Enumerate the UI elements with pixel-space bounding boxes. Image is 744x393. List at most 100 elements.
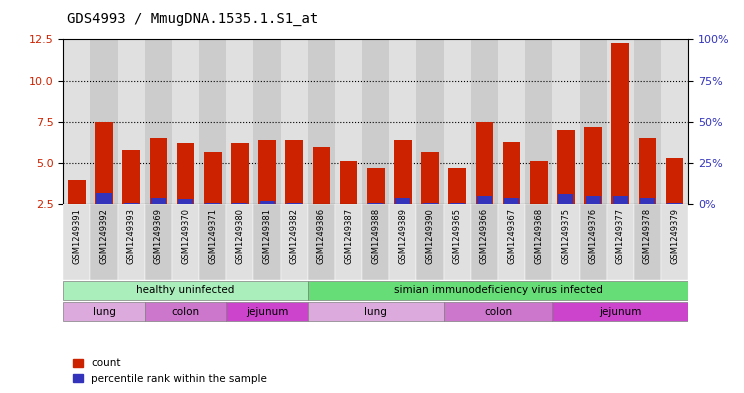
- Text: GSM1249371: GSM1249371: [208, 208, 217, 264]
- Bar: [151, 198, 166, 204]
- Bar: [95, 122, 113, 204]
- Text: GSM1249367: GSM1249367: [507, 208, 516, 264]
- Text: GSM1249386: GSM1249386: [317, 208, 326, 264]
- Bar: [417, 204, 443, 280]
- Bar: [666, 158, 684, 204]
- Bar: [258, 140, 276, 204]
- Text: GSM1249377: GSM1249377: [616, 208, 625, 264]
- Bar: [232, 203, 247, 204]
- Bar: [552, 204, 580, 280]
- Text: jejunum: jejunum: [246, 307, 288, 317]
- Bar: [172, 204, 199, 280]
- Bar: [471, 39, 498, 204]
- Bar: [395, 198, 411, 204]
- Bar: [199, 39, 226, 204]
- Text: healthy uninfected: healthy uninfected: [136, 285, 234, 296]
- Bar: [226, 302, 308, 321]
- Bar: [97, 193, 112, 204]
- Bar: [661, 204, 688, 280]
- Text: GSM1249366: GSM1249366: [480, 208, 489, 264]
- Text: GSM1249390: GSM1249390: [426, 208, 434, 264]
- Bar: [557, 130, 575, 204]
- Bar: [362, 204, 389, 280]
- Bar: [280, 39, 308, 204]
- Bar: [308, 302, 443, 321]
- Bar: [525, 39, 552, 204]
- Bar: [308, 281, 688, 300]
- Bar: [634, 39, 661, 204]
- Bar: [63, 281, 308, 300]
- Bar: [145, 204, 172, 280]
- Text: GSM1249370: GSM1249370: [181, 208, 190, 264]
- Text: GSM1249375: GSM1249375: [562, 208, 571, 264]
- Bar: [449, 203, 465, 204]
- Bar: [498, 204, 525, 280]
- Bar: [389, 204, 417, 280]
- Text: GDS4993 / MmugDNA.1535.1.S1_at: GDS4993 / MmugDNA.1535.1.S1_at: [67, 11, 318, 26]
- Bar: [124, 203, 138, 204]
- Text: lung: lung: [365, 307, 387, 317]
- Bar: [63, 302, 145, 321]
- Bar: [172, 39, 199, 204]
- Bar: [122, 150, 140, 204]
- Bar: [254, 39, 280, 204]
- Bar: [606, 39, 634, 204]
- Bar: [280, 204, 308, 280]
- Bar: [63, 39, 91, 204]
- Text: GSM1249381: GSM1249381: [263, 208, 272, 264]
- Bar: [421, 152, 439, 204]
- Bar: [68, 180, 86, 204]
- Bar: [176, 143, 194, 204]
- Bar: [449, 168, 466, 204]
- Text: GSM1249391: GSM1249391: [72, 208, 81, 264]
- Bar: [606, 204, 634, 280]
- Bar: [475, 122, 493, 204]
- Bar: [559, 195, 574, 204]
- Bar: [667, 203, 682, 204]
- Bar: [394, 140, 411, 204]
- Bar: [612, 42, 629, 204]
- Bar: [580, 39, 606, 204]
- Legend: count, percentile rank within the sample: count, percentile rank within the sample: [68, 354, 272, 388]
- Text: GSM1249376: GSM1249376: [589, 208, 597, 264]
- Text: colon: colon: [484, 307, 512, 317]
- Bar: [362, 39, 389, 204]
- Bar: [205, 203, 220, 204]
- Bar: [340, 162, 357, 204]
- Bar: [423, 203, 437, 204]
- Bar: [525, 204, 552, 280]
- Bar: [471, 204, 498, 280]
- Bar: [145, 302, 226, 321]
- Bar: [226, 204, 254, 280]
- Bar: [503, 141, 520, 204]
- Bar: [443, 39, 471, 204]
- Text: GSM1249389: GSM1249389: [398, 208, 408, 264]
- Text: GSM1249392: GSM1249392: [100, 208, 109, 264]
- Text: GSM1249365: GSM1249365: [453, 208, 462, 264]
- Text: simian immunodeficiency virus infected: simian immunodeficiency virus infected: [394, 285, 603, 296]
- Text: GSM1249368: GSM1249368: [534, 208, 543, 264]
- Bar: [286, 203, 302, 204]
- Bar: [118, 39, 145, 204]
- Bar: [231, 143, 248, 204]
- Bar: [389, 39, 417, 204]
- Bar: [91, 204, 118, 280]
- Bar: [335, 204, 362, 280]
- Bar: [530, 162, 548, 204]
- Text: colon: colon: [171, 307, 199, 317]
- Bar: [312, 147, 330, 204]
- Bar: [580, 204, 606, 280]
- Bar: [443, 204, 471, 280]
- Bar: [443, 302, 552, 321]
- Bar: [63, 204, 91, 280]
- Bar: [91, 39, 118, 204]
- Bar: [308, 39, 335, 204]
- Bar: [204, 152, 222, 204]
- Bar: [178, 199, 193, 204]
- Bar: [199, 204, 226, 280]
- Bar: [638, 138, 656, 204]
- Bar: [335, 39, 362, 204]
- Bar: [586, 196, 600, 204]
- Bar: [286, 140, 303, 204]
- Bar: [145, 39, 172, 204]
